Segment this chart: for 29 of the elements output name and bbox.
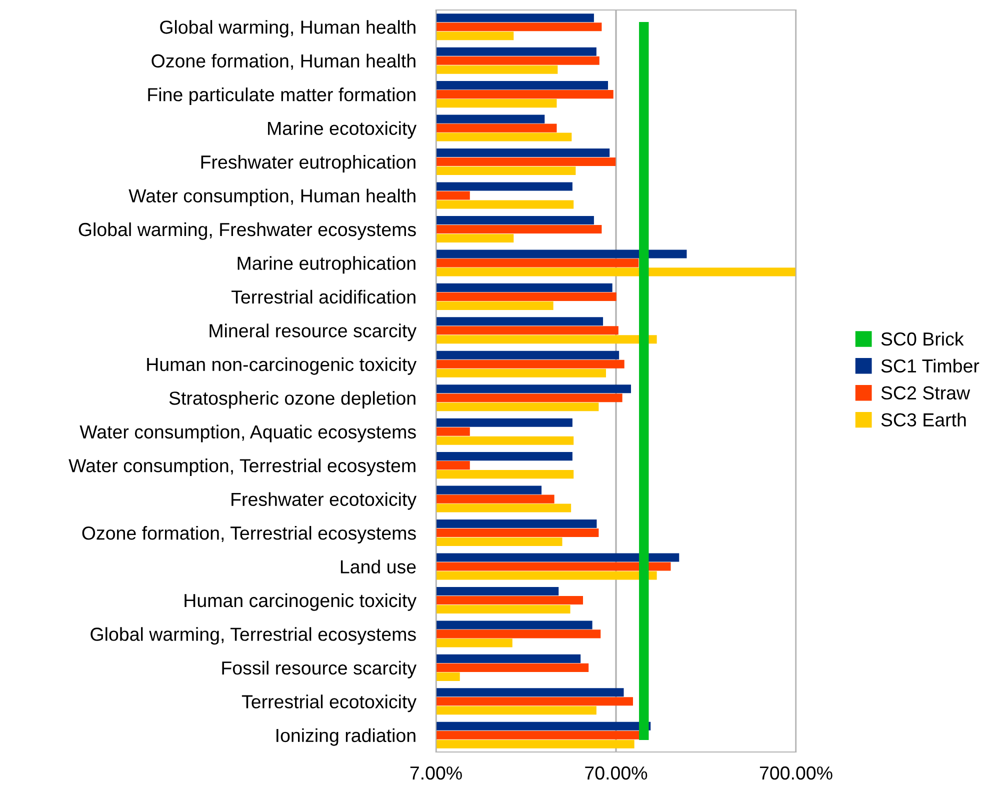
y-tick-label: Mineral resource scarcity (210, 324, 417, 342)
y-tick-label: Water consumption, Aquatic ecosystems (80, 424, 416, 442)
y-tick-label: Ozone formation, Human health (152, 54, 416, 70)
y-tick-label: Freshwater eutrophication (201, 154, 416, 172)
y-tick-label: Fossil resource scarcity (222, 660, 417, 678)
y-tick-label: Ozone formation, Terrestrial ecosystems (82, 526, 416, 544)
legend-label: SC2 Straw (881, 386, 970, 400)
y-tick-label: Terrestrial ecotoxicity (242, 694, 417, 712)
y-tick-label: Freshwater ecotoxicity (232, 492, 417, 510)
x-tick-label: 700.00% (760, 766, 832, 780)
y-tick-label: Stratospheric ozone depletion (169, 391, 416, 409)
legend-label: SC1 Timber (881, 358, 980, 373)
y-tick-label: Water consumption, Human health (128, 188, 416, 206)
y-tick-label: Marine ecotoxicity (268, 121, 417, 139)
y-tick-label: Human non-carcinogenic toxicity (147, 357, 417, 375)
y-tick-label: Ionizing radiation (276, 728, 416, 746)
y-tick-label: Marine eutrophication (238, 256, 416, 274)
y-tick-label: Global warming, Freshwater ecosystems (78, 222, 416, 240)
x-tick-label: 7.00% (410, 766, 462, 780)
legend-label: SC0 Brick (881, 332, 964, 346)
legend-label: SC3 Earth (881, 412, 966, 427)
y-tick-label: Human carcinogenic toxicity (184, 593, 417, 611)
y-tick-label: Land use (340, 560, 416, 574)
y-tick-label: Fine particulate matter formation (148, 88, 416, 106)
x-tick-label: 70.00% (585, 766, 648, 780)
y-tick-label: Global warming, Human health (160, 20, 416, 38)
y-tick-label: Water consumption, Terrestrial ecosystem (68, 458, 416, 476)
y-tick-label: Terrestrial acidification (232, 290, 416, 304)
y-tick-label: Global warming, Terrestrial ecosystems (90, 627, 416, 645)
